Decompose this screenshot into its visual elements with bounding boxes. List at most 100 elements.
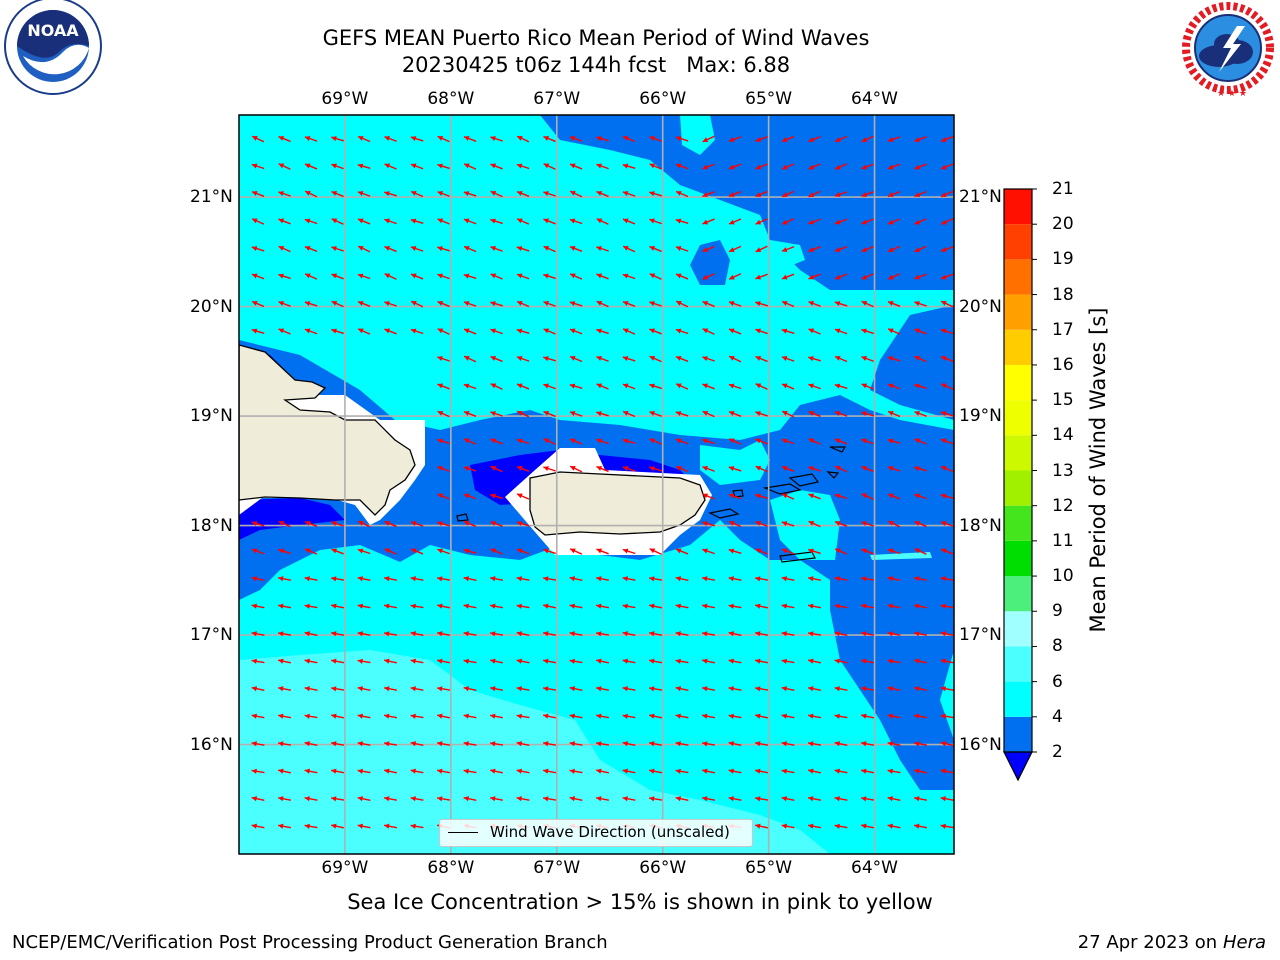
wind-wave-arrowhead: [728, 603, 734, 609]
wind-wave-arrowhead: [569, 246, 576, 251]
wind-wave-arrowhead: [887, 356, 894, 362]
wind-wave-arrowhead: [941, 164, 947, 170]
wind-wave-arrowhead: [755, 796, 761, 802]
colorbar-swatch: [1004, 646, 1032, 682]
wind-wave-arrowhead: [834, 741, 841, 747]
wind-wave-arrowhead: [331, 273, 338, 279]
wind-wave-arrowhead: [384, 713, 390, 719]
wind-wave-arrowhead: [331, 603, 337, 609]
footer-date: 27 Apr 2023 on Hera: [1078, 932, 1266, 953]
wind-wave-arrowhead: [331, 576, 337, 582]
wind-wave-arrowhead: [861, 356, 867, 361]
wind-wave-arrowhead: [384, 823, 390, 829]
wind-wave-arrowhead: [808, 274, 815, 280]
wind-wave-arrowhead: [728, 796, 734, 802]
wind-wave-arrowhead: [517, 411, 523, 416]
wind-wave-arrowhead: [940, 823, 946, 829]
wind-wave-arrowhead: [251, 273, 258, 279]
wind-wave-arrowhead: [914, 356, 921, 361]
wind-wave-arrowhead: [384, 768, 390, 774]
wind-wave-arrowhead: [887, 137, 894, 142]
sea-ice-caption: Sea Ice Concentration > 15% is shown in …: [347, 890, 933, 914]
wind-wave-arrowhead: [358, 246, 364, 251]
wind-wave-arrowhead: [941, 466, 947, 471]
wind-wave-arrowhead: [888, 411, 894, 416]
wind-wave-arrowhead: [834, 713, 840, 719]
wind-wave-arrowhead: [437, 383, 444, 389]
wind-wave-arrowhead: [252, 218, 258, 224]
wind-wave-arrowhead: [781, 466, 788, 471]
wind-wave-arrowhead: [463, 548, 470, 554]
colorbar-swatch: [1004, 364, 1032, 401]
wind-wave-arrowhead: [702, 383, 709, 389]
wind-wave-arrowhead: [463, 191, 470, 197]
colorbar-swatch: [1004, 435, 1032, 471]
noaa-logo-text: NOAA: [27, 21, 79, 40]
lat-tick-label-right: 18°N: [959, 515, 1002, 536]
wave-period-2-4-region-north: [540, 115, 954, 420]
wind-wave-arrowhead: [755, 328, 761, 334]
wind-wave-arrowhead: [861, 603, 867, 609]
wind-wave-arrowhead: [304, 521, 311, 526]
wind-wave-arrowhead: [569, 576, 576, 582]
wind-wave-arrowhead: [278, 163, 285, 169]
lat-tick-label-left: 16°N: [190, 734, 233, 755]
wind-wave-arrowhead: [410, 548, 417, 554]
wind-wave-arrowhead: [649, 768, 655, 774]
wind-wave-arrowhead: [914, 438, 921, 444]
wind-wave-arrowhead: [649, 383, 655, 389]
wind-wave-arrowhead: [623, 411, 629, 416]
wind-wave-arrowhead: [887, 823, 894, 829]
wind-wave-arrowhead: [463, 328, 470, 334]
wind-wave-arrowhead: [834, 438, 841, 444]
wind-wave-arrowhead: [358, 136, 364, 141]
wind-wave-arrowhead: [835, 466, 841, 471]
wind-wave-arrowhead: [622, 768, 629, 774]
wind-wave-arrowhead: [834, 411, 841, 416]
wind-wave-arrowhead: [569, 713, 576, 719]
wind-wave-arrowhead: [649, 686, 655, 692]
wind-wave-arrowhead: [331, 548, 338, 554]
map-legend: Wind Wave Direction (unscaled): [439, 819, 753, 847]
lon-tick-label-top: 67°W: [533, 89, 581, 109]
wind-wave-arrowhead: [675, 136, 682, 142]
wind-wave-arrowhead: [675, 218, 682, 224]
wind-wave-arrowhead: [861, 548, 868, 554]
lon-tick-label-top: 66°W: [639, 89, 687, 109]
wind-wave-arrowhead: [914, 741, 920, 747]
wind-wave-arrowhead: [622, 603, 628, 609]
wind-wave-arrowhead: [358, 521, 364, 526]
wind-wave-arrowhead: [304, 768, 311, 774]
wind-wave-arrowhead: [596, 631, 602, 637]
wind-wave-arrowhead: [702, 631, 708, 637]
wind-wave-arrowhead: [437, 438, 443, 444]
lat-tick-label-left: 19°N: [190, 406, 233, 427]
wind-wave-arrowhead: [914, 219, 921, 225]
wind-wave-arrowhead: [251, 658, 257, 664]
wind-wave-arrowhead: [251, 163, 258, 169]
wind-wave-arrowhead: [331, 246, 337, 252]
legend-label: Wind Wave Direction (unscaled): [490, 823, 730, 841]
wind-wave-arrowhead: [569, 438, 576, 444]
wind-wave-arrowhead: [437, 796, 443, 802]
wind-wave-arrowhead: [675, 163, 682, 169]
wind-wave-arrowhead: [596, 383, 603, 389]
wind-wave-arrowhead: [649, 218, 655, 224]
wind-wave-arrowhead: [728, 192, 735, 197]
wind-wave-arrowhead: [755, 383, 762, 389]
lat-tick-label-left: 21°N: [190, 187, 233, 208]
wind-wave-arrowhead: [410, 246, 417, 251]
wind-wave-arrowhead: [569, 768, 575, 774]
wind-wave-arrowhead: [596, 136, 602, 142]
wind-wave-arrowhead: [410, 328, 417, 334]
wind-wave-arrowhead: [675, 658, 681, 664]
wind-wave-arrowhead: [914, 658, 920, 664]
wind-wave-arrowhead: [384, 246, 391, 251]
wind-wave-arrowhead: [914, 603, 920, 609]
wind-wave-arrowhead: [781, 686, 788, 692]
wind-wave-arrowhead: [622, 191, 629, 196]
wind-wave-arrowhead: [702, 219, 709, 225]
wind-wave-arrowhead: [914, 796, 920, 802]
wind-wave-arrowhead: [543, 631, 549, 637]
wind-wave-arrowhead: [808, 356, 814, 362]
